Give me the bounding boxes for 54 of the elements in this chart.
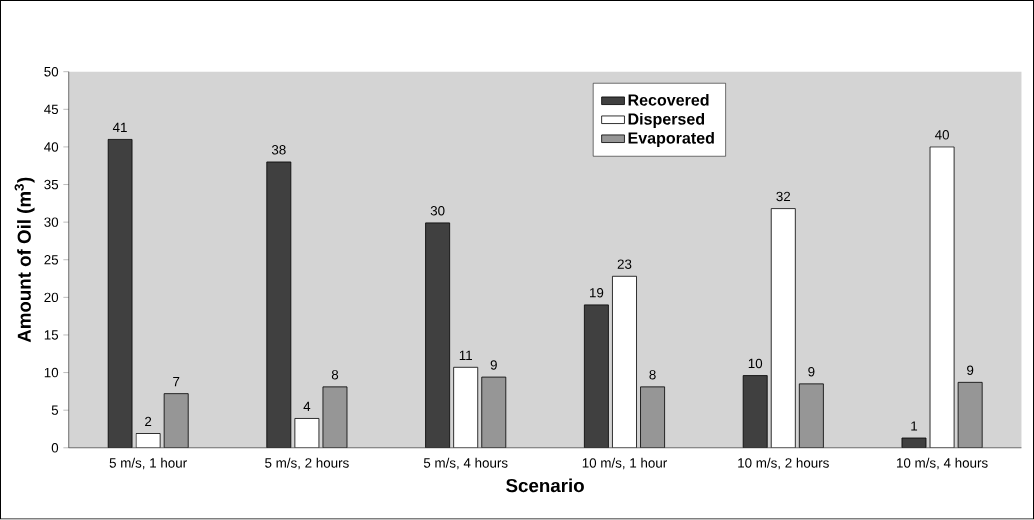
y-tick-label: 5 <box>51 405 59 416</box>
data-label: 2 <box>145 417 152 427</box>
y-axis-title: Amount of Oil (m$^{3}$) <box>14 177 35 343</box>
y-tick-label: 45 <box>44 104 59 115</box>
x-tick-label: 10 m/s, 2 hours <box>738 458 829 470</box>
y-tick-label: 30 <box>44 217 59 228</box>
data-label: 10 <box>748 358 763 369</box>
y-tick-label: 40 <box>44 142 59 152</box>
y-tick-label: 35 <box>44 180 59 190</box>
data-label: 9 <box>808 367 815 377</box>
data-label: 7 <box>173 377 180 387</box>
bar <box>742 375 768 449</box>
data-label: 23 <box>617 259 632 270</box>
x-tick-label: 10 m/s, 1 hour <box>582 458 667 470</box>
y-tick-label: 25 <box>44 255 59 265</box>
x-tick-label: 5 m/s, 4 hours <box>423 458 508 470</box>
bar <box>453 367 479 449</box>
data-label: 40 <box>934 130 949 140</box>
data-label: 38 <box>271 145 286 155</box>
x-tick-label: 5 m/s, 1 hour <box>109 458 187 470</box>
bar <box>957 382 983 449</box>
data-label: 4 <box>303 402 311 412</box>
bar <box>612 276 637 449</box>
data-label: 32 <box>776 191 791 202</box>
data-label: 8 <box>331 370 339 380</box>
data-label: 9 <box>490 360 497 370</box>
bar <box>425 222 451 449</box>
y-tick-label: 10 <box>44 368 59 378</box>
bar <box>481 376 507 449</box>
data-label: 11 <box>459 350 472 361</box>
data-label: 9 <box>967 365 974 376</box>
bar <box>107 139 133 449</box>
data-label: 1 <box>911 421 918 431</box>
legend-label: Recovered <box>628 94 709 106</box>
y-tick-label: 20 <box>44 292 59 303</box>
x-tick-label: 10 m/s, 4 hours <box>897 458 988 470</box>
y-tick-label: 50 <box>44 67 59 77</box>
bar <box>640 386 665 449</box>
bar <box>798 383 824 449</box>
data-label: 41 <box>112 123 127 133</box>
y-tick-label: 0 <box>51 443 59 453</box>
data-label: 8 <box>649 370 656 380</box>
bar <box>583 304 609 449</box>
x-axis-title: Scenario <box>506 478 584 493</box>
bar <box>266 161 292 449</box>
legend-label: Dispersed <box>628 113 705 129</box>
y-tick-label: 15 <box>44 330 59 340</box>
data-label: 19 <box>589 288 604 298</box>
bar <box>929 146 955 449</box>
bar <box>163 393 189 449</box>
bar <box>770 208 796 449</box>
legend-label: Evaporated <box>628 132 714 148</box>
data-label: 30 <box>430 206 445 216</box>
x-tick-label: 5 m/s, 2 hours <box>265 458 349 470</box>
